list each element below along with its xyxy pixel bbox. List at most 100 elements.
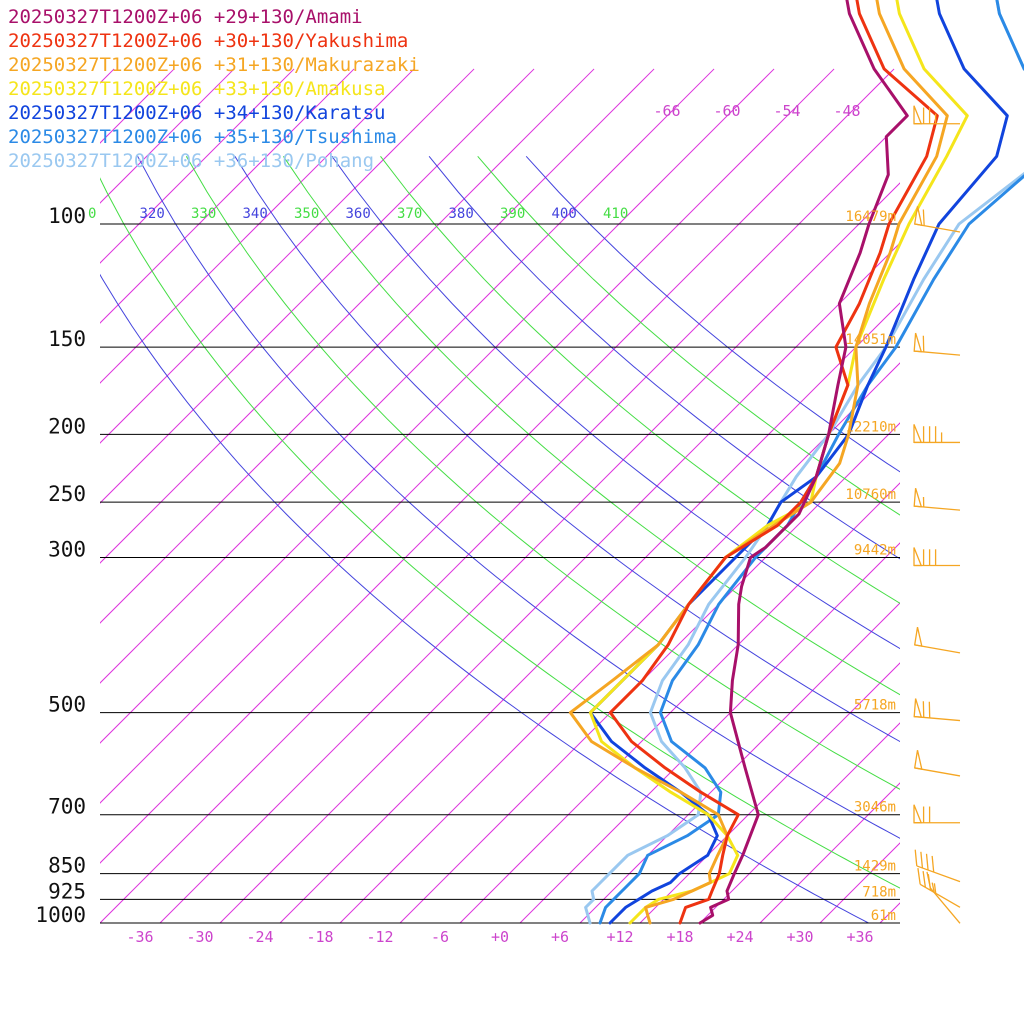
- dry-adiabat-line: [234, 156, 900, 743]
- isotherm-label: -66: [653, 102, 680, 120]
- dry-adiabat-line: [428, 155, 900, 560]
- wind-barb-flag: [913, 424, 923, 444]
- temperature-tick-label: -18: [306, 928, 333, 946]
- temperature-tick-label: +6: [551, 928, 569, 946]
- legend-entry: 20250327T1200Z+06 +30+130/Yakushima: [8, 30, 408, 52]
- isotherm-label: -54: [773, 102, 800, 120]
- height-label: 61m: [871, 908, 896, 924]
- theta-label: 390: [500, 206, 525, 222]
- isotherm-line: [699, 722, 900, 924]
- height-label: 10760m: [845, 487, 896, 503]
- wind-barb-full: [914, 849, 918, 866]
- height-label: 9442m: [854, 543, 896, 559]
- theta-label: 320: [140, 206, 165, 222]
- sounding-series: [568, 0, 1024, 925]
- temperature-tick-label: +0: [491, 928, 509, 946]
- wind-barb-flag: [913, 698, 923, 718]
- pressure-tick-label: 500: [48, 693, 86, 717]
- theta-label: 330: [191, 206, 216, 222]
- background-grid: [100, 68, 900, 924]
- theta-label: 370: [397, 206, 422, 222]
- wind-barb-half: [933, 883, 937, 894]
- dry-adiabat-line: [185, 156, 900, 790]
- wind-barb-flag: [913, 206, 923, 227]
- pressure-tick-label: 1000: [35, 903, 86, 927]
- isotherm-label: -48: [833, 102, 860, 120]
- height-label: 16479m: [845, 209, 896, 225]
- wind-barb-full: [917, 868, 921, 885]
- isotherm-line: [339, 362, 900, 924]
- pressure-lines: [100, 223, 900, 924]
- dry-adiabat-line: [477, 155, 900, 516]
- temperature-tick-label: -30: [186, 928, 213, 946]
- wind-barb-full: [922, 209, 925, 226]
- height-label: 14051m: [845, 332, 896, 348]
- wind-barb-full: [922, 871, 927, 888]
- isotherm-line: [219, 242, 900, 924]
- isotherm-line: [100, 68, 595, 564]
- wind-barb-flag: [913, 804, 923, 824]
- wind-barbs: [913, 105, 961, 924]
- isotherm-line: [100, 68, 535, 504]
- isotherm-line: [279, 302, 900, 924]
- wind-barb-full: [926, 871, 932, 889]
- temperature-tick-label: +24: [726, 928, 753, 946]
- wind-barb-full: [931, 855, 935, 873]
- wind-barb-full: [925, 853, 929, 871]
- pressure-tick-label: 250: [48, 482, 86, 506]
- dry-adiabat-line: [137, 156, 900, 839]
- wind-barb-half: [931, 882, 935, 893]
- isotherm-line: [100, 68, 715, 684]
- dry-adiabat-line: [282, 156, 900, 696]
- pressure-tick-label: 925: [48, 879, 86, 903]
- height-label: 3046m: [854, 800, 896, 816]
- dry-adiabat-line: [380, 155, 900, 604]
- isotherm-line: [100, 68, 355, 324]
- isotherm-line: [100, 68, 775, 744]
- series-line-1: [608, 0, 939, 925]
- series-line-5: [598, 0, 1024, 925]
- wind-barb-flag: [913, 105, 923, 125]
- wind-barb-flag: [913, 547, 923, 567]
- legend: 20250327T1200Z+06 +29+130/Amami20250327T…: [8, 6, 420, 172]
- wind-barb-flag: [913, 750, 923, 771]
- wind-barb-flag: [913, 488, 923, 508]
- legend-entry: 20250327T1200Z+06 +35+130/Tsushima: [8, 126, 397, 148]
- isotherm-line: [399, 422, 900, 924]
- temperature-tick-label: -6: [431, 928, 449, 946]
- height-label: 12210m: [845, 419, 896, 435]
- pressure-tick-label: 700: [48, 795, 86, 819]
- isotherm-line: [579, 602, 900, 924]
- pressure-tick-label: 150: [48, 327, 86, 351]
- dry-adiabat-line: [100, 273, 869, 924]
- series-line-6: [584, 0, 1024, 925]
- isotherm-line: [159, 182, 900, 924]
- pressure-tick-label: 100: [48, 204, 86, 228]
- theta-label: 380: [449, 206, 474, 222]
- isotherm-line: [100, 68, 295, 264]
- legend-entry: 20250327T1200Z+06 +33+130/Amakusa: [8, 78, 386, 100]
- temperature-tick-label: +12: [606, 928, 633, 946]
- isotherm-line: [100, 68, 835, 804]
- isotherm-label: -60: [713, 102, 740, 120]
- isotherm-line: [100, 68, 655, 624]
- wind-barb-staff: [916, 865, 961, 883]
- theta-label: 360: [346, 206, 371, 222]
- pressure-tick-label: 300: [48, 538, 86, 562]
- height-label: 5718m: [854, 698, 896, 714]
- isotherm-line: [459, 482, 900, 924]
- isotherm-line: [100, 122, 900, 924]
- legend-entry: 20250327T1200Z+06 +31+130/Makurazaki: [8, 54, 420, 76]
- isotherm-line: [100, 68, 415, 384]
- theta-label: 400: [552, 206, 577, 222]
- theta-label: 340: [243, 206, 268, 222]
- pressure-tick-label: 850: [48, 854, 86, 878]
- pressure-tick-label: 200: [48, 414, 86, 438]
- legend-entry: 20250327T1200Z+06 +36+130/Pohang: [8, 150, 374, 172]
- temperature-tick-label: +36: [846, 928, 873, 946]
- dry-adiabat-line: [100, 177, 900, 889]
- legend-entry: 20250327T1200Z+06 +34+130/Karatsu: [8, 102, 386, 124]
- dry-adiabat-line: [331, 156, 900, 650]
